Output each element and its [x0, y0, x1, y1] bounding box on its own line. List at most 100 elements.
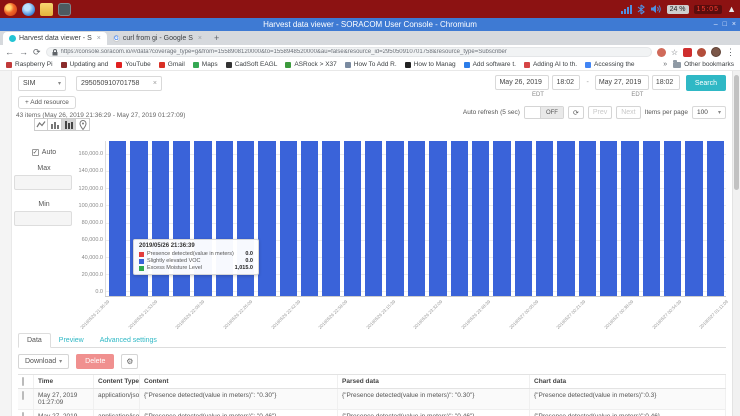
tab-preview[interactable]: Preview [51, 334, 92, 347]
map-pin-button[interactable] [76, 118, 90, 131]
chart-bar[interactable] [579, 141, 596, 296]
eject-icon[interactable]: ▲ [727, 5, 736, 14]
chart-bar[interactable] [280, 141, 297, 296]
close-button[interactable]: × [732, 21, 736, 28]
chart-bar[interactable] [493, 141, 510, 296]
add-resource-button[interactable]: + Add resource [18, 96, 76, 109]
y-tick-label: 80,000.0 [50, 220, 103, 226]
chart-bar[interactable] [472, 141, 489, 296]
row-checkbox[interactable] [22, 391, 24, 400]
bar-chart-button[interactable] [48, 118, 62, 131]
vertical-scrollbar[interactable] [732, 71, 740, 416]
select-all-checkbox[interactable] [22, 377, 24, 386]
bookmark-item[interactable]: Accessing the [585, 61, 634, 68]
chart-bar[interactable] [258, 141, 275, 296]
terminal-icon[interactable] [58, 3, 71, 16]
back-icon[interactable]: ← [5, 48, 14, 57]
reload-icon[interactable]: ⟳ [33, 48, 41, 57]
scrollbar-thumb[interactable] [734, 75, 739, 190]
prev-button[interactable]: Prev [588, 106, 612, 119]
refresh-icon[interactable]: ⟳ [568, 106, 584, 119]
auto-refresh-toggle[interactable]: OFF [524, 106, 564, 119]
chart-bar[interactable] [109, 141, 126, 296]
chart-bar[interactable] [386, 141, 403, 296]
remove-resource-icon[interactable]: × [153, 80, 157, 87]
bookmark-item[interactable]: How to Manag [405, 61, 456, 68]
chart-bar[interactable] [643, 141, 660, 296]
chart-bar[interactable] [685, 141, 702, 296]
bookmark-item[interactable]: ASRock > X37 [285, 61, 336, 68]
profile-avatar[interactable] [711, 47, 721, 57]
bookmark-item[interactable]: Adding AI to th. [524, 61, 577, 68]
address-bar[interactable]: https://console.soracom.io/#/data?covera… [46, 47, 652, 57]
date-from-input[interactable] [495, 75, 549, 90]
chart-bar[interactable] [408, 141, 425, 296]
chart-bar[interactable] [451, 141, 468, 296]
line-chart-button[interactable] [34, 118, 48, 131]
chart-bar[interactable] [664, 141, 681, 296]
volume-icon[interactable] [650, 4, 662, 14]
table-row[interactable]: May 27, 2019 01:23:22 application/json {… [18, 410, 726, 416]
search-button[interactable]: Search [686, 75, 726, 91]
browser-menu-icon[interactable]: ⋮ [726, 48, 735, 57]
tab-close-icon[interactable]: × [97, 35, 101, 42]
chart-bar[interactable] [600, 141, 617, 296]
time-to-input[interactable] [652, 75, 680, 90]
table-row[interactable]: May 27, 2019 01:27:09 application/json {… [18, 389, 726, 410]
stacked-bar-chart-button[interactable] [62, 118, 76, 131]
bookmark-item[interactable]: How To Add R. [345, 61, 397, 68]
forward-icon[interactable]: → [19, 48, 28, 57]
bookmark-star-icon[interactable]: ☆ [671, 48, 678, 57]
extension-icon[interactable] [697, 48, 706, 57]
chart-bar[interactable] [557, 141, 574, 296]
bookmark-item[interactable]: YouTube [116, 61, 151, 68]
bookmark-item[interactable]: Add software t. [464, 61, 516, 68]
bookmark-item[interactable]: Maps [193, 61, 218, 68]
date-to-input[interactable] [595, 75, 649, 90]
browser-tab-curl[interactable]: G curl from gi - Google S × [107, 32, 208, 45]
browser-launcher-icon[interactable] [4, 3, 17, 16]
chart-bar[interactable] [365, 141, 382, 296]
gear-icon[interactable]: ⚙ [121, 354, 138, 369]
browser-tab-harvest[interactable]: Harvest data viewer - S × [3, 32, 107, 45]
chart-bar[interactable] [301, 141, 318, 296]
bookmark-item[interactable]: Updating and [61, 61, 109, 68]
delete-button[interactable]: Delete [76, 354, 114, 369]
download-button[interactable]: Download▾ [18, 354, 69, 369]
new-tab-button[interactable]: + [214, 33, 219, 45]
chart-bar[interactable] [707, 141, 724, 296]
resource-type-select[interactable]: SIM▾ [18, 76, 66, 91]
file-manager-icon[interactable] [40, 3, 53, 16]
other-bookmarks[interactable]: Other bookmarks [673, 61, 734, 68]
chart-bar[interactable] [621, 141, 638, 296]
bookmarks-overflow-icon[interactable]: » [663, 61, 667, 68]
extension-icon[interactable] [683, 48, 692, 57]
chart-bar[interactable] [344, 141, 361, 296]
tab-data[interactable]: Data [18, 333, 51, 348]
chart-bar[interactable] [515, 141, 532, 296]
chart-bar[interactable] [536, 141, 553, 296]
data-table: Time Content Type Content Parsed data Ch… [18, 374, 726, 416]
next-button[interactable]: Next [616, 106, 640, 119]
tab-close-icon[interactable]: × [198, 35, 202, 42]
bookmark-favicon [159, 62, 165, 68]
battery-indicator[interactable]: 24 % [667, 5, 689, 14]
resource-id-chip[interactable]: 295050910701758× [76, 76, 162, 91]
items-per-page-label: Items per page [645, 109, 688, 116]
row-checkbox[interactable] [22, 412, 24, 416]
bookmark-item[interactable]: Gmail [159, 61, 185, 68]
bookmark-item[interactable]: Raspberry Pi [6, 61, 53, 68]
bluetooth-icon[interactable] [637, 4, 645, 15]
minimize-button[interactable]: – [714, 21, 718, 28]
checkbox-checked-icon[interactable]: ✓ [32, 149, 39, 156]
extension-icon[interactable] [657, 48, 666, 57]
time-from-input[interactable] [552, 75, 580, 90]
chart-bar[interactable] [322, 141, 339, 296]
maximize-button[interactable]: □ [723, 21, 727, 28]
web-browser-icon[interactable] [22, 3, 35, 16]
tab-advanced-settings[interactable]: Advanced settings [92, 334, 165, 347]
chart-bar[interactable] [429, 141, 446, 296]
bookmark-item[interactable]: CadSoft EAGL [226, 61, 278, 68]
items-per-page-select[interactable]: 100▾ [692, 106, 726, 119]
network-signal-icon[interactable] [621, 5, 632, 14]
